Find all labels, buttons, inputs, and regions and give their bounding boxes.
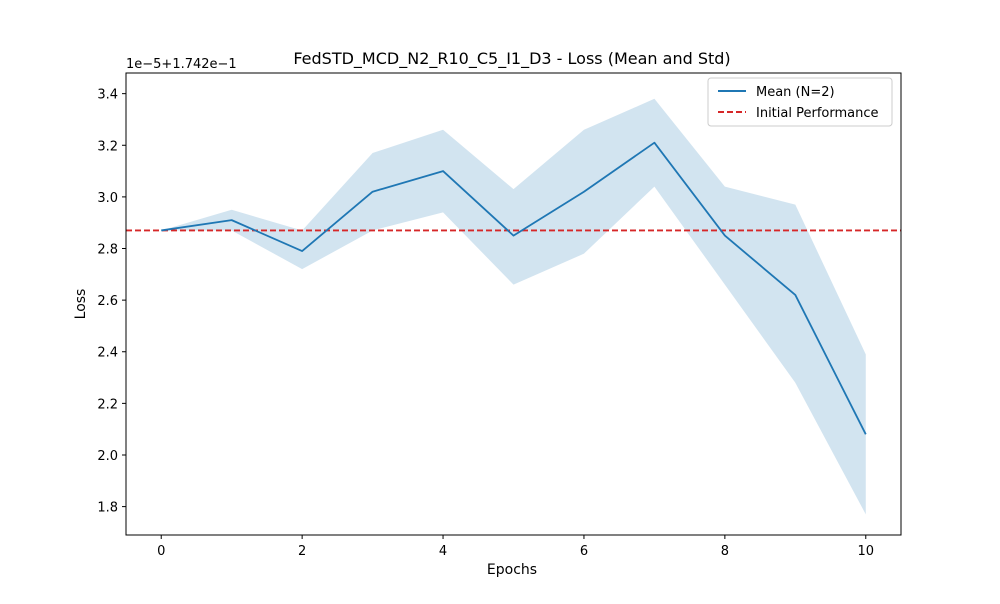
- y-tick-label: 2.8: [97, 243, 118, 258]
- y-tick-label: 1.8: [97, 501, 118, 516]
- legend-mean-label: Mean (N=2): [756, 85, 835, 100]
- y-tick-label: 3.2: [97, 139, 118, 154]
- y-tick-label: 2.2: [97, 397, 118, 412]
- x-tick-label: 2: [298, 544, 306, 559]
- y-axis-offset-label: 1e−5+1.742e−1: [126, 57, 237, 72]
- x-tick-label: 10: [857, 544, 874, 559]
- y-tick-label: 2.0: [97, 449, 118, 464]
- legend: Mean (N=2) Initial Performance: [708, 78, 892, 126]
- x-axis-label: Epochs: [487, 562, 537, 578]
- y-tick-label: 2.6: [97, 294, 118, 309]
- y-tick-label: 3.4: [97, 88, 118, 103]
- y-tick-label: 2.4: [97, 346, 118, 361]
- x-tick-label: 6: [580, 544, 588, 559]
- y-tick-label: 3.0: [97, 191, 118, 206]
- legend-reference-label: Initial Performance: [756, 106, 878, 121]
- x-tick-label: 4: [439, 544, 447, 559]
- chart-title: FedSTD_MCD_N2_R10_C5_I1_D3 - Loss (Mean …: [293, 49, 730, 69]
- y-axis-label: Loss: [73, 289, 89, 320]
- x-tick-label: 8: [721, 544, 729, 559]
- x-tick-label: 0: [157, 544, 165, 559]
